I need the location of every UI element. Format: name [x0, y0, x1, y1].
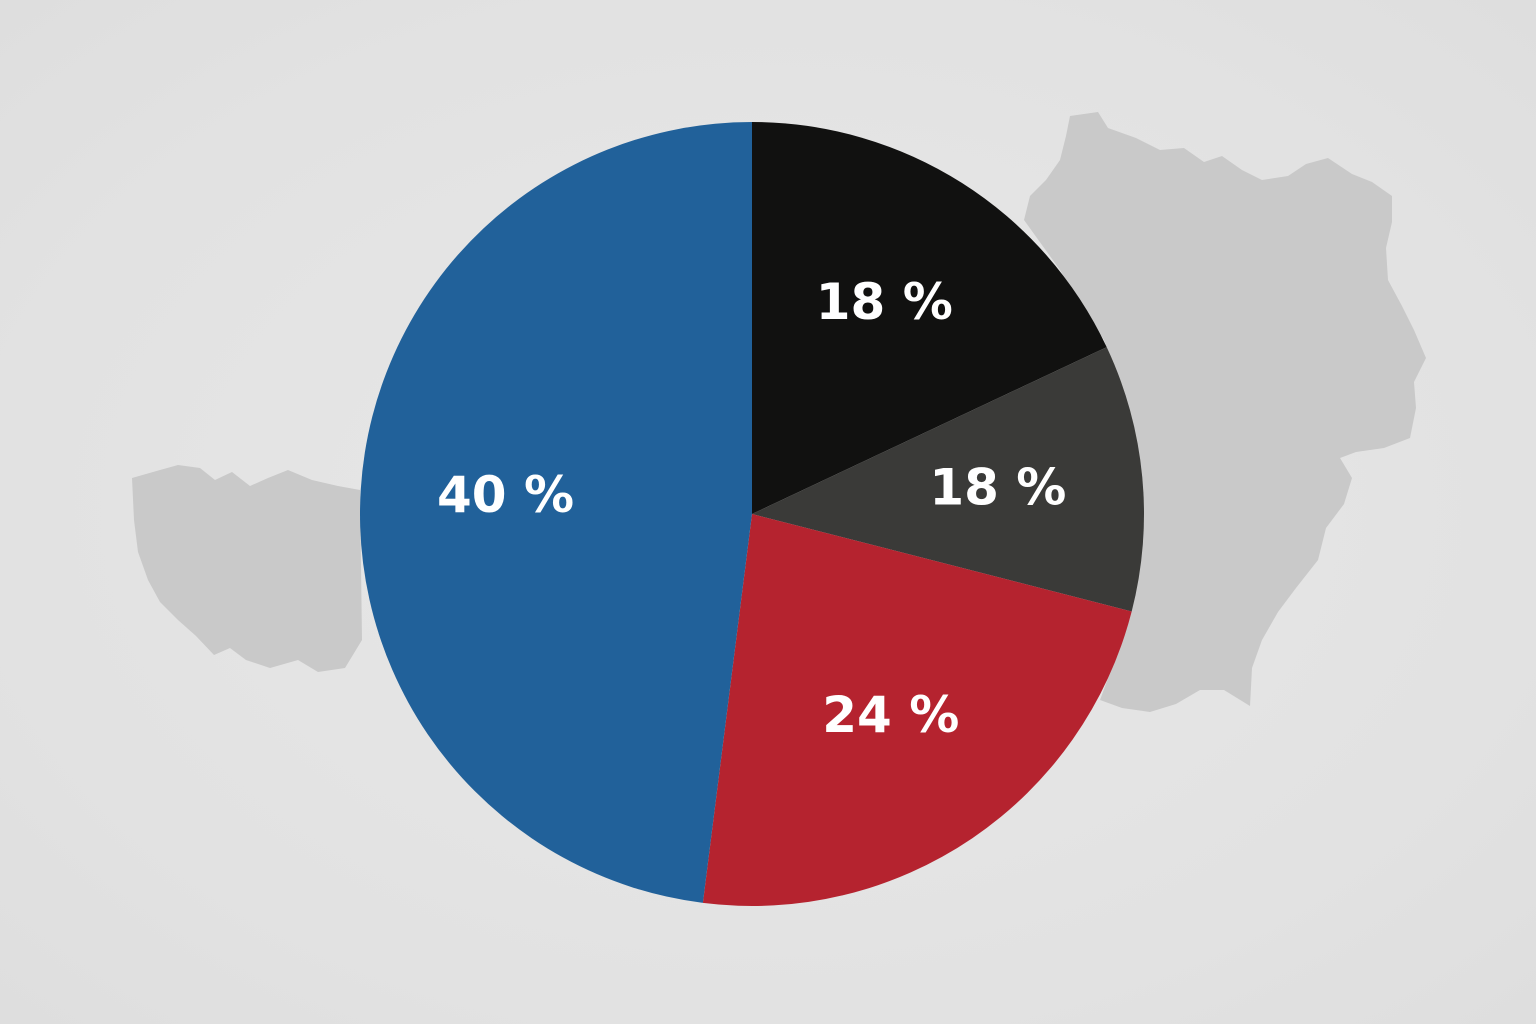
pie-slices — [360, 122, 1145, 906]
slice-label-2: 18 % — [929, 458, 1066, 516]
pie-slice-3 — [702, 514, 1132, 906]
pie-slice-4 — [360, 122, 752, 903]
slice-label-4: 40 % — [437, 466, 574, 524]
pie-labels: 18 % 18 % 24 % 40 % — [437, 273, 1066, 744]
pie-slice-1 — [752, 122, 1107, 514]
slice-label-3: 24 % — [822, 686, 959, 744]
austria-map-silhouette — [132, 112, 1426, 712]
slice-label-1: 18 % — [816, 273, 953, 331]
pie-slice-2 — [752, 347, 1145, 612]
